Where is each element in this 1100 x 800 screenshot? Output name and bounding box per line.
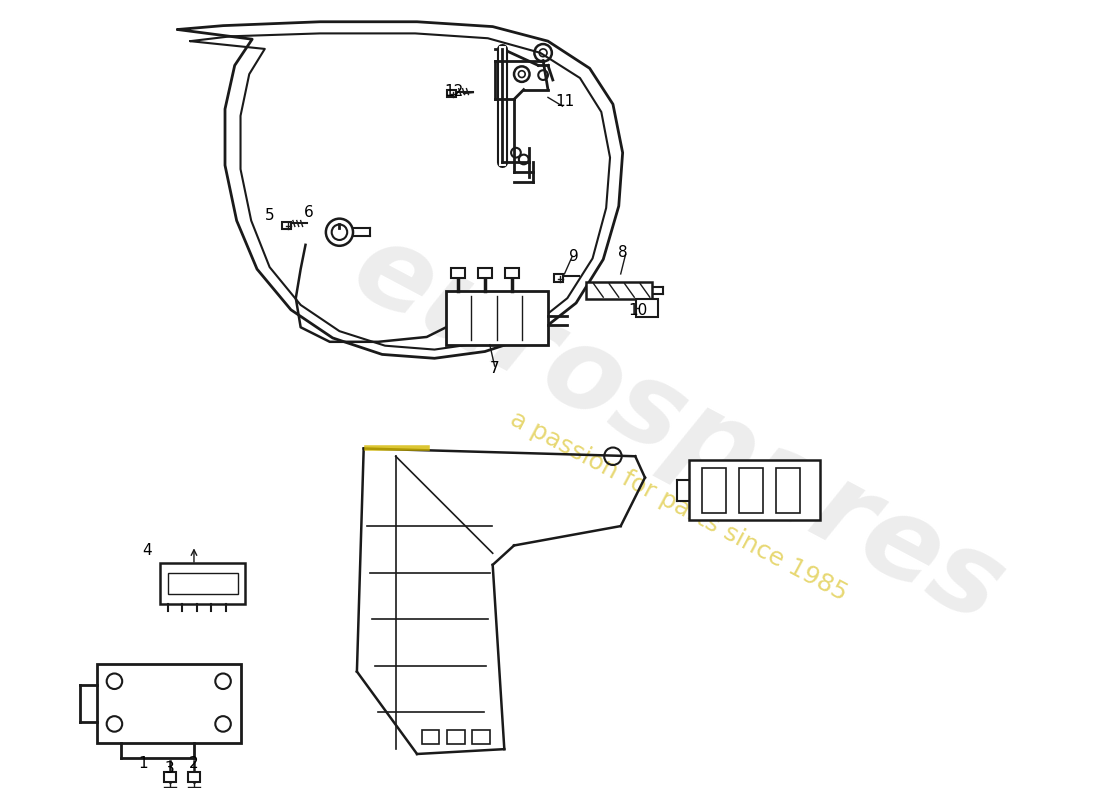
Bar xyxy=(776,468,800,513)
Bar xyxy=(478,268,492,278)
Bar xyxy=(447,90,455,98)
Bar xyxy=(160,563,245,604)
Bar xyxy=(283,222,292,230)
Text: 6: 6 xyxy=(304,206,313,220)
Text: 8: 8 xyxy=(618,245,627,260)
Bar xyxy=(689,460,820,520)
Text: 2: 2 xyxy=(189,756,199,771)
Text: 4: 4 xyxy=(143,543,152,558)
Text: 12: 12 xyxy=(444,84,463,99)
Bar xyxy=(553,274,562,282)
Text: 7: 7 xyxy=(490,362,499,377)
Text: 10: 10 xyxy=(628,303,648,318)
Text: 9: 9 xyxy=(570,249,579,264)
Bar xyxy=(447,291,548,345)
Bar xyxy=(447,730,464,744)
Bar xyxy=(97,664,241,743)
Circle shape xyxy=(326,218,353,246)
Text: a passion for parts since 1985: a passion for parts since 1985 xyxy=(506,407,851,606)
Bar xyxy=(422,730,439,744)
Bar xyxy=(702,468,726,513)
Bar xyxy=(164,773,176,782)
Bar xyxy=(739,468,763,513)
Bar xyxy=(636,299,658,317)
Text: 11: 11 xyxy=(554,94,574,109)
Bar xyxy=(188,773,200,782)
Text: eurospares: eurospares xyxy=(336,211,1023,647)
Bar xyxy=(586,282,651,299)
Text: 3: 3 xyxy=(165,761,175,776)
Bar xyxy=(472,730,490,744)
Bar xyxy=(505,268,519,278)
Text: 1: 1 xyxy=(139,756,148,771)
Bar xyxy=(451,268,464,278)
Bar xyxy=(168,573,238,594)
Text: 5: 5 xyxy=(265,208,274,223)
